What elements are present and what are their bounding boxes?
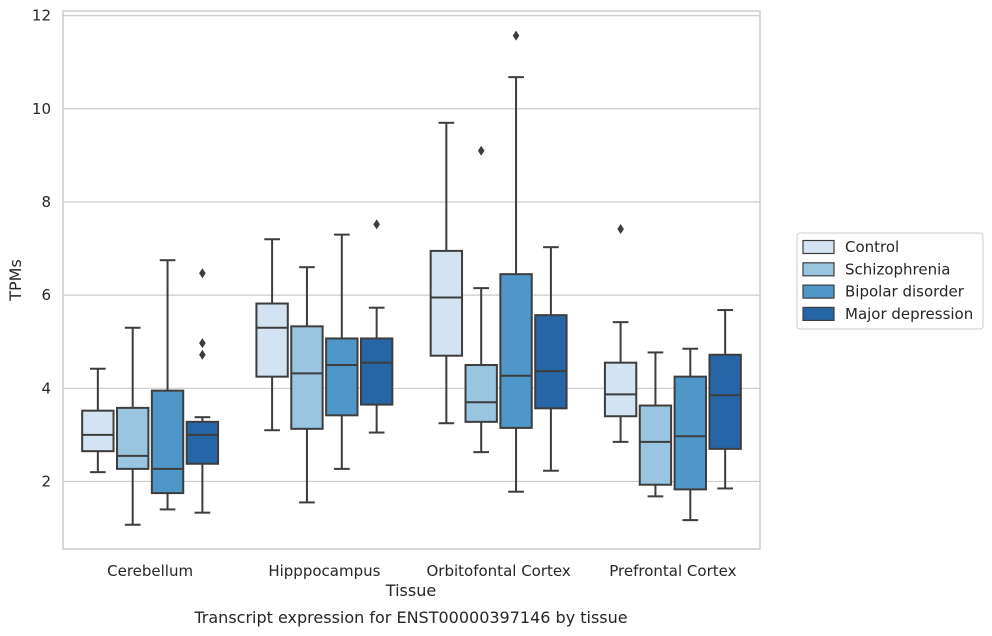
legend-label: Major depression	[845, 305, 973, 323]
legend-swatch	[802, 284, 835, 299]
box-body	[499, 273, 533, 429]
x-tick-labels: Cerebellum Hipppocampus Orbitofontal Corte…	[107, 562, 736, 580]
x-axis-label: Tissue	[385, 581, 436, 600]
box-series-layer	[81, 30, 742, 526]
box-major-depression	[185, 268, 220, 514]
box-control	[255, 238, 289, 432]
box-body	[255, 302, 289, 378]
box-control	[429, 121, 464, 425]
outlier-point	[617, 223, 624, 234]
outlier-point	[199, 349, 206, 360]
plot-area-frame	[62, 10, 761, 550]
y-axis-label: TPMs	[6, 259, 25, 302]
outlier-point	[477, 145, 485, 156]
y-tick-label: 10	[32, 100, 51, 118]
box-body	[290, 325, 324, 430]
outlier-point	[199, 338, 206, 349]
box-bipolar-disorder	[325, 233, 359, 470]
box-body	[116, 406, 150, 470]
chart-caption: Transcript expression for ENST0000039714…	[193, 608, 627, 627]
x-tick-label: Prefrontal Cortex	[609, 562, 736, 580]
box-control	[81, 367, 115, 474]
box-schizophrenia	[116, 326, 150, 526]
box-body	[429, 249, 464, 357]
box-major-depression	[534, 246, 568, 472]
box-major-depression	[359, 219, 394, 434]
legend-label: Bipolar disorder	[845, 283, 965, 301]
y-tick-labels: 2 4 6 8 10 12	[32, 7, 51, 491]
y-tick-label: 2	[41, 472, 51, 490]
y-tick-label: 12	[32, 7, 51, 25]
box-body	[708, 353, 742, 450]
legend-label: Schizophrenia	[845, 260, 950, 278]
y-tick-label: 8	[41, 193, 51, 211]
box-bipolar-disorder	[673, 347, 707, 522]
y-tick-label: 6	[41, 286, 51, 304]
box-body	[81, 409, 115, 453]
box-body	[325, 337, 359, 417]
box-body	[534, 314, 568, 410]
legend-swatch	[802, 306, 835, 321]
box-control	[603, 223, 638, 443]
legend-swatch	[802, 262, 835, 277]
legend-frame	[796, 232, 984, 330]
box-body	[603, 361, 638, 418]
outlier-point	[199, 268, 206, 279]
box-major-depression	[708, 309, 742, 490]
y-tick-label: 4	[41, 379, 51, 397]
legend-label: Control	[845, 238, 899, 256]
box-body	[359, 337, 394, 406]
box-body	[464, 364, 498, 423]
outlier-point	[373, 219, 380, 230]
box-schizophrenia	[638, 351, 673, 498]
box-body	[185, 420, 220, 465]
box-schizophrenia	[290, 266, 324, 504]
x-tick-label: Cerebellum	[107, 562, 193, 580]
legend: Control Schizophrenia Bipolar disorder Majo…	[796, 232, 984, 330]
x-tick-label: Orbitofontal Cortex	[427, 562, 571, 580]
box-body	[673, 375, 707, 491]
x-tick-label: Hipppocampus	[268, 562, 380, 580]
box-bipolar-disorder	[499, 30, 533, 493]
outlier-point	[512, 30, 520, 41]
box-body	[150, 389, 185, 495]
box-schizophrenia	[464, 145, 498, 454]
box-body	[638, 404, 673, 486]
box-bipolar-disorder	[150, 259, 185, 511]
legend-swatch	[802, 239, 835, 255]
